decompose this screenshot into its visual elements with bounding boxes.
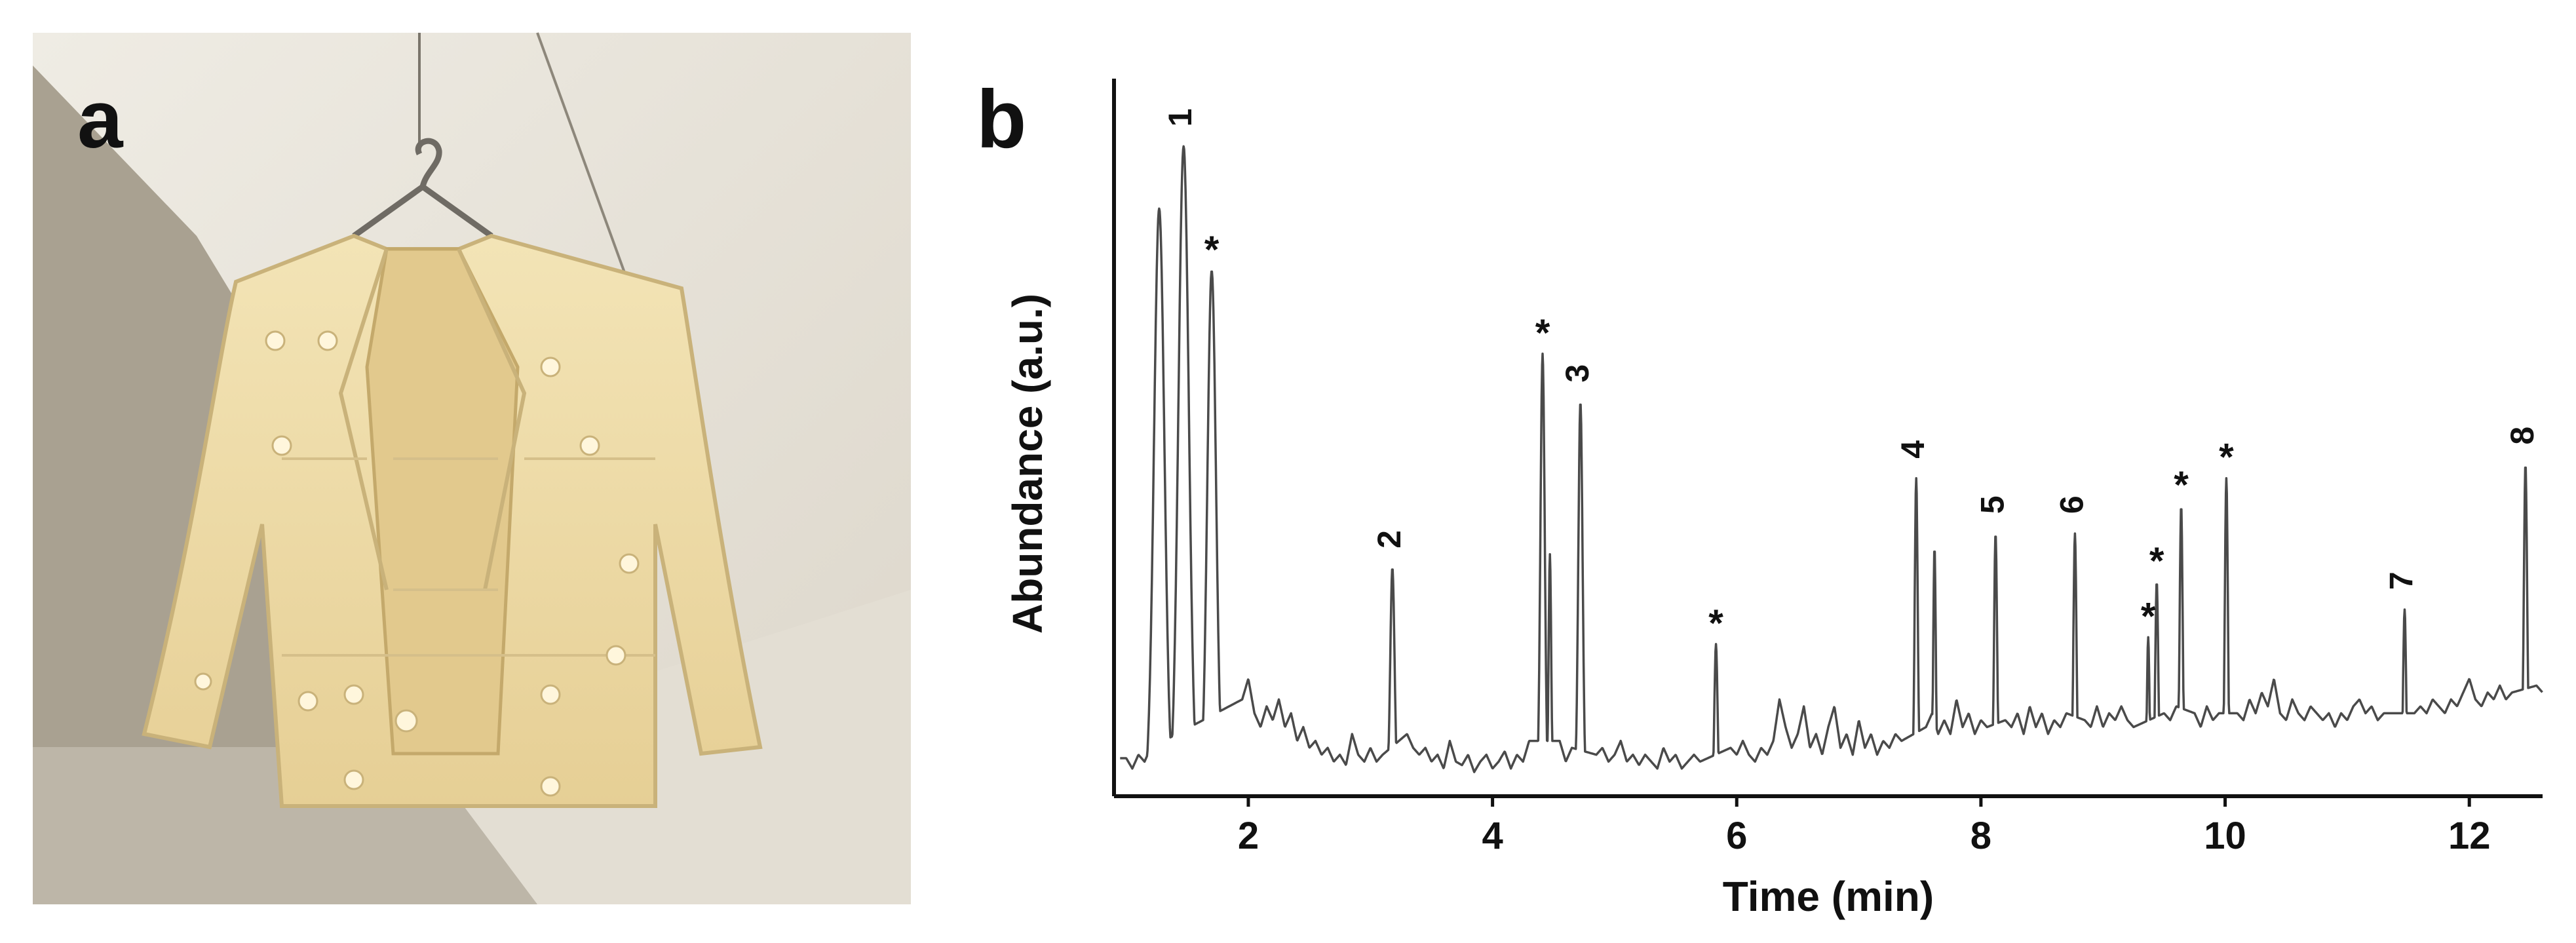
peak-star-label: * [1708, 602, 1723, 645]
y-axis-title: Abundance (a.u.) [1004, 294, 1051, 634]
peak-number-label: 3 [1559, 364, 1596, 383]
peak-number-label: 4 [1894, 440, 1931, 459]
x-tick-label: 6 [1726, 815, 1747, 857]
panel-a-label: a [77, 74, 124, 165]
hanger-icon [352, 138, 493, 239]
peak-number-label: 7 [2383, 571, 2419, 590]
x-tick-label: 10 [2204, 815, 2246, 857]
jacket-illustration [142, 233, 763, 808]
peak-number-label: 1 [1162, 108, 1199, 126]
photo-floor-light [419, 590, 911, 904]
peak-number-label: 5 [1974, 495, 2010, 514]
peak-star-label: * [1204, 229, 1220, 271]
peak-star-label: * [2174, 464, 2189, 507]
peak-number-label: 2 [1371, 530, 1408, 548]
peak-number-label: 6 [2053, 495, 2090, 514]
x-axis-title: Time (min) [1723, 873, 1934, 920]
peak-star-label: * [2149, 540, 2164, 583]
x-tick-label: 4 [1482, 815, 1503, 857]
peak-star-label: * [2141, 595, 2156, 638]
peak-star-label: * [2219, 436, 2234, 479]
panel-b-label: b [976, 74, 1026, 165]
x-tick-label: 12 [2448, 815, 2491, 857]
peak-number-label: 8 [2504, 427, 2541, 445]
panel-a-photo: a [33, 32, 911, 904]
panel-b-chart: b 2 4 6 8 10 121*2*3*45 6****78 Time (min) Abu… [976, 74, 2543, 920]
x-tick-label: 8 [1970, 815, 1991, 857]
chart-plot-area: 2 4 6 8 10 121*2*3*45 6****78 [1112, 79, 2543, 857]
x-tick-label: 2 [1238, 815, 1259, 857]
chromatogram-trace [1119, 145, 2543, 773]
peak-star-label: * [1535, 312, 1550, 355]
